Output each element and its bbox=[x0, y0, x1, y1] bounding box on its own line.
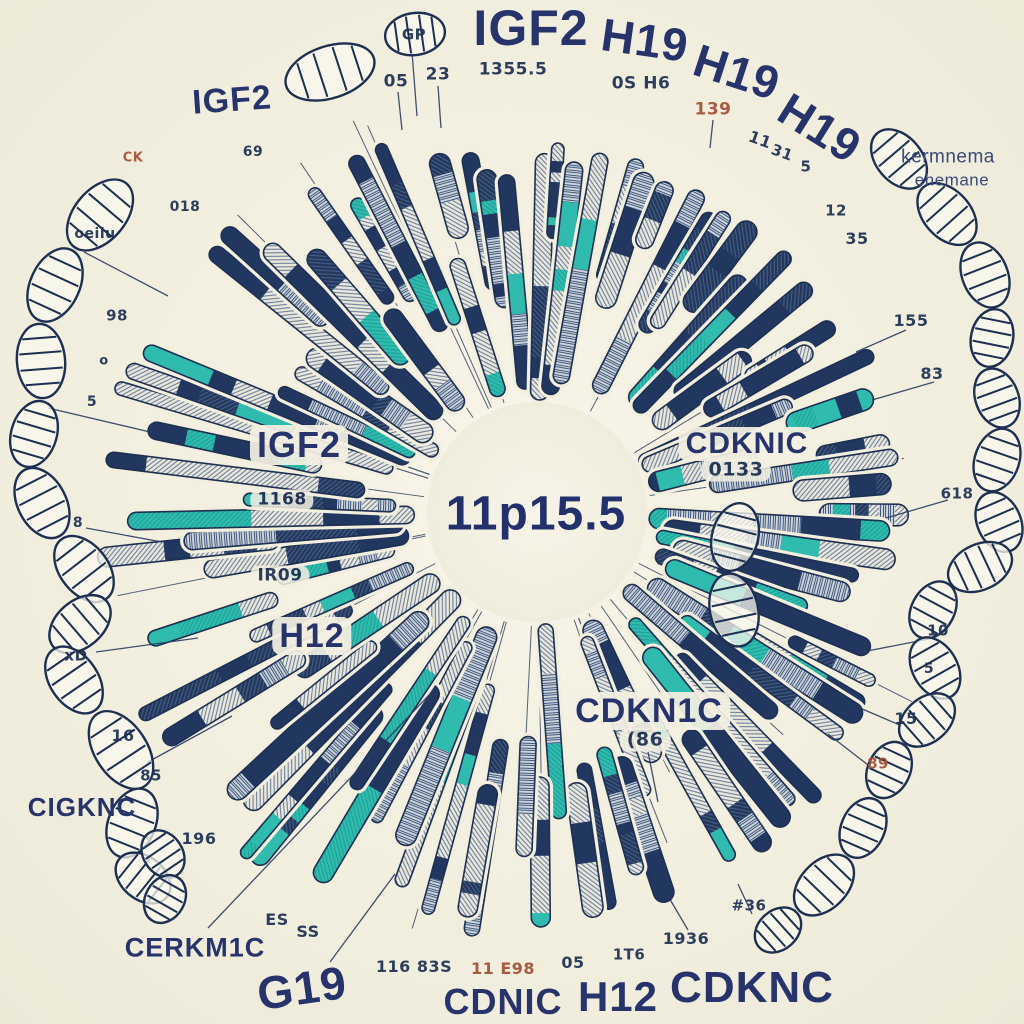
chromosome-bar bbox=[699, 341, 817, 421]
chromosome-bar bbox=[304, 183, 398, 308]
number-label: CK bbox=[122, 150, 144, 166]
number-label: 89 bbox=[867, 754, 889, 773]
number-label: 16 bbox=[111, 726, 135, 745]
number-label: #36 bbox=[731, 896, 767, 915]
number-label: 98 bbox=[106, 306, 128, 325]
number-label: 69 bbox=[242, 144, 264, 160]
gene-label: IGF2 bbox=[473, 0, 589, 56]
dna-helix-sketch bbox=[140, 829, 188, 925]
chromosome-bar bbox=[562, 778, 608, 922]
gene-label: kermnema bbox=[901, 146, 995, 168]
number-label: 10 bbox=[927, 621, 949, 640]
number-label: 83 bbox=[920, 364, 944, 383]
gene-label: IGF2 bbox=[249, 425, 349, 465]
number-label: 116 83S bbox=[375, 957, 453, 976]
gene-label: CDKNC bbox=[670, 963, 834, 1012]
gene-label: H19 bbox=[598, 8, 692, 72]
number-label: 23 bbox=[425, 64, 451, 85]
number-label: 11 E98 bbox=[470, 959, 536, 978]
chromosome-bar bbox=[259, 239, 447, 424]
number-label: oeilu bbox=[74, 226, 116, 242]
chromosome-bar bbox=[454, 780, 502, 921]
dna-helix-sketch bbox=[708, 502, 761, 648]
chromosome-bar bbox=[236, 679, 396, 863]
gene-label: G19 bbox=[253, 955, 351, 1021]
chromosome-bar bbox=[534, 619, 571, 823]
chromosome-bar bbox=[591, 168, 658, 313]
gene-label: CERKM1C bbox=[124, 932, 266, 963]
gene-label: H12 bbox=[577, 973, 659, 1020]
number-label: xD bbox=[64, 646, 88, 665]
chromosome-bar bbox=[678, 726, 776, 856]
number-label: 196 bbox=[181, 829, 217, 848]
number-label: (86 bbox=[619, 728, 671, 752]
dna-helix-sketch bbox=[284, 11, 447, 102]
number-label: 0S H6 bbox=[611, 73, 671, 94]
chromosome-bar bbox=[158, 647, 310, 750]
gene-label: ehemane bbox=[914, 170, 990, 190]
number-label: 1168 bbox=[250, 489, 314, 511]
number-label: 1T6 bbox=[612, 945, 646, 964]
number-label: ES bbox=[265, 910, 289, 929]
gene-label: CDKNIC bbox=[678, 427, 816, 461]
chromosome-bar bbox=[303, 245, 415, 369]
center-circle bbox=[427, 402, 647, 622]
chromosome-bar bbox=[274, 382, 420, 462]
chromosome-bar bbox=[648, 347, 756, 434]
chromosome-bar bbox=[266, 636, 381, 733]
chromosome-bar bbox=[418, 680, 499, 919]
chromosome-bar bbox=[631, 177, 678, 253]
number-label: 85 bbox=[140, 766, 162, 785]
chromosome-bar bbox=[344, 151, 452, 336]
number-label: 155 bbox=[893, 311, 929, 330]
number-label: 12 bbox=[825, 201, 847, 220]
number-label: 5 bbox=[86, 394, 98, 410]
number-label: 15 bbox=[894, 709, 918, 728]
gene-label: H12 bbox=[272, 617, 352, 655]
chromosome-bar bbox=[102, 448, 369, 502]
chromosome-bar bbox=[593, 743, 648, 879]
chromosome-bar bbox=[789, 469, 895, 505]
chromosome-bar bbox=[782, 384, 878, 438]
number-label: 018 bbox=[169, 199, 201, 215]
chromosome-bar bbox=[371, 139, 465, 329]
number-label: 35 bbox=[845, 229, 869, 248]
chromosome-bar bbox=[784, 632, 880, 691]
gene-label: CIGKNC bbox=[27, 792, 137, 822]
chromosome-bar bbox=[588, 186, 709, 398]
chromosome-bar bbox=[425, 149, 473, 243]
number-label: GP bbox=[401, 25, 427, 44]
dna-helix-sketch bbox=[753, 128, 1024, 954]
number-label: 05 bbox=[383, 71, 409, 92]
chromosome-bar bbox=[380, 305, 469, 415]
number-label: IR09 bbox=[250, 565, 310, 587]
number-label: 618 bbox=[940, 484, 974, 503]
number-label: 139 bbox=[694, 99, 732, 120]
number-label: 5 bbox=[923, 661, 935, 677]
number-label: 0133 bbox=[701, 458, 771, 482]
chromosome-bar bbox=[549, 149, 612, 388]
number-label: 8 bbox=[72, 515, 84, 531]
number-label: 1936 bbox=[662, 929, 710, 948]
chromosome-bar bbox=[446, 254, 510, 401]
chromosome-bar bbox=[144, 588, 282, 650]
number-label: 1355.5 bbox=[478, 59, 548, 80]
chromosome-bar bbox=[391, 623, 501, 850]
chromosome-bar bbox=[629, 247, 796, 417]
number-label: 05 bbox=[561, 953, 585, 972]
gene-label: CDNIC bbox=[443, 981, 563, 1022]
gene-label: IGF2 bbox=[190, 78, 274, 122]
number-label: o bbox=[99, 353, 109, 369]
number-label: 5 bbox=[800, 157, 812, 176]
number-label: SS bbox=[296, 922, 320, 941]
chromosome-bar bbox=[512, 732, 541, 861]
gene-label: CDKN1C bbox=[568, 692, 730, 730]
center-region-label: 11p15.5 bbox=[445, 487, 627, 541]
